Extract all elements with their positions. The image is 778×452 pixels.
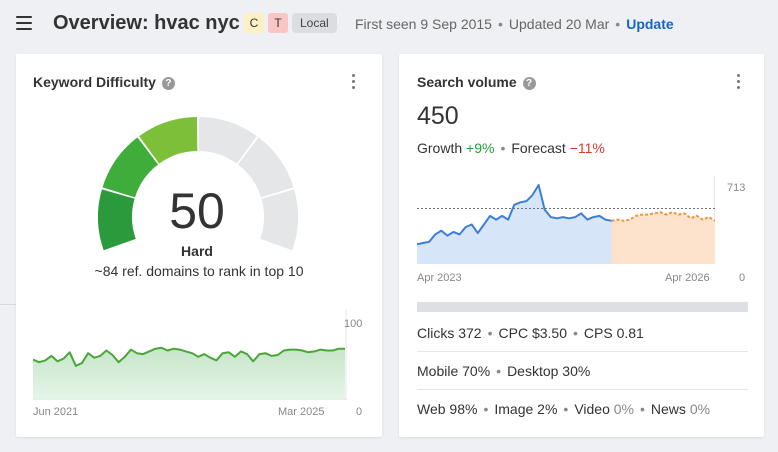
gauge-segment (260, 189, 298, 251)
gauge-segment (139, 117, 198, 164)
separator-dot: • (500, 140, 506, 156)
separator-dot: • (487, 325, 493, 341)
video-value: 0% (613, 401, 634, 417)
local-badge: Local (292, 13, 337, 33)
difficulty-gauge (98, 117, 298, 251)
gauge-segment (198, 117, 257, 164)
keyword-difficulty-title: Keyword Difficulty (33, 74, 156, 90)
difficulty-score: 50 (169, 183, 225, 239)
updated-text: Updated 20 Mar (508, 16, 610, 32)
search-volume-title: Search volume (417, 74, 517, 90)
search-volume-value: 450 (417, 102, 459, 130)
gauge-segment (102, 137, 159, 198)
gauge-segment (237, 137, 294, 198)
kd-line (33, 346, 345, 367)
clicks-row: Clicks 372 • CPC $3.50 • CPS 0.81 (417, 314, 748, 352)
video-label: Video (574, 401, 610, 417)
kd-y-max-label: 100 (344, 318, 363, 330)
first-seen-text: First seen 9 Sep 2015 (355, 16, 492, 32)
forecast-line (611, 211, 715, 222)
sv-x-start-label: Apr 2023 (417, 272, 462, 284)
mobile-stat: Mobile 70% (417, 363, 491, 379)
intent-badge-commercial: C (244, 13, 264, 33)
cpc-stat: CPC $3.50 (498, 325, 567, 341)
separator-dot: • (496, 363, 502, 379)
update-link[interactable]: Update (626, 16, 674, 32)
more-options-icon[interactable] (735, 74, 741, 90)
web-stat: Web 98% (417, 401, 478, 417)
header-meta: First seen 9 Sep 2015 • Updated 20 Mar • Upd… (355, 16, 674, 32)
volume-distribution-bar (417, 302, 748, 312)
forecast-label: Forecast (511, 140, 566, 156)
gauge-segment (98, 189, 136, 251)
search-volume-chart (417, 176, 715, 264)
forecast-area (611, 212, 715, 264)
news-value: 0% (689, 401, 711, 417)
card-title: Keyword Difficulty? (33, 74, 175, 90)
search-volume-card: Search volume? 450 Growth +9% • Forecast −… (399, 54, 764, 437)
difficulty-subtitle: ~84 ref. domains to rank in top 10 (94, 263, 304, 279)
difficulty-history-chart (33, 310, 347, 400)
separator-dot: • (563, 401, 569, 417)
device-row: Mobile 70% • Desktop 30% (417, 352, 748, 390)
kd-area (33, 347, 345, 400)
separator-dot: • (615, 16, 621, 32)
kd-x-start-label: Jun 2021 (33, 406, 79, 418)
clicks-stat: Clicks 372 (417, 325, 482, 341)
page-title: Overview: hvac nyc (53, 12, 240, 34)
sv-x-end-label: Apr 2026 (665, 272, 710, 284)
kd-x-end-label: Mar 2025 (278, 406, 325, 418)
image-stat: Image 2% (494, 401, 558, 417)
sv-y-min-label: 0 (739, 272, 746, 284)
more-options-icon[interactable] (350, 74, 356, 90)
growth-forecast-row: Growth +9% • Forecast −11% (417, 140, 605, 156)
menu-icon[interactable] (16, 16, 32, 30)
separator-dot: • (640, 401, 645, 417)
growth-label: Growth (417, 140, 463, 156)
cps-stat: CPS 0.81 (583, 325, 644, 341)
growth-value: +9% (466, 140, 495, 156)
help-icon[interactable]: ? (161, 77, 175, 90)
kd-y-min-label: 0 (356, 406, 363, 418)
separator-dot: • (483, 401, 489, 417)
separator-dot: • (572, 325, 578, 341)
serp-type-row: Web 98% • Image 2% • Video 0% • News 0% (417, 390, 748, 428)
difficulty-label: Hard (181, 243, 213, 259)
background-divider (0, 304, 16, 305)
history-line (417, 184, 612, 246)
help-icon[interactable]: ? (522, 77, 536, 90)
card-title: Search volume? (417, 74, 536, 90)
sv-y-max-label: 713 (727, 182, 746, 194)
keyword-difficulty-card: Keyword Difficulty? 50 Hard ~84 ref. dom… (16, 54, 382, 437)
forecast-value: −11% (569, 140, 605, 156)
news-label: News (650, 401, 686, 417)
header: Overview: hvac nyc C T Local First seen … (0, 0, 778, 48)
intent-badge-transactional: T (268, 13, 288, 33)
desktop-stat: Desktop 30% (507, 363, 591, 379)
separator-dot: • (497, 16, 503, 32)
history-area (417, 185, 612, 264)
